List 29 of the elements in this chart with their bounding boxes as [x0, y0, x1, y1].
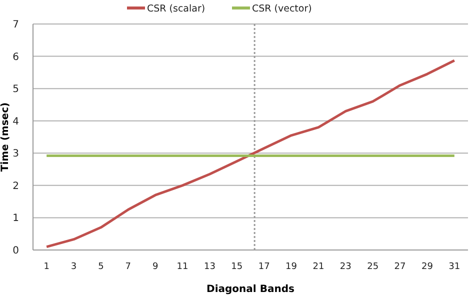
x-tick-label: 11	[176, 262, 188, 272]
legend-label: CSR (vector)	[252, 3, 312, 14]
x-tick-label: 1	[44, 262, 50, 272]
x-axis-title: Diagonal Bands	[206, 284, 294, 295]
x-tick-label: 19	[286, 262, 298, 272]
y-axis-title: Time (msec)	[0, 102, 11, 172]
x-tick-label: 7	[125, 262, 132, 272]
x-tick-label: 3	[70, 262, 77, 272]
x-tick-label: 21	[312, 262, 324, 272]
y-tick-label: 2	[12, 180, 19, 192]
x-tick-label: 25	[367, 262, 379, 272]
y-tick-label: 6	[12, 52, 19, 63]
y-tick-label: 4	[12, 116, 19, 128]
x-tick-label: 9	[152, 262, 158, 272]
x-tick-label: 17	[258, 262, 270, 272]
x-tick-label: 13	[204, 262, 216, 272]
line-series	[45, 59, 456, 248]
y-tick-label: 5	[12, 84, 19, 96]
x-tick-label: 5	[98, 262, 104, 272]
x-tick-label: 29	[421, 262, 434, 272]
y-tick-label: 0	[12, 246, 19, 256]
y-tick-label: 7	[12, 20, 19, 30]
y-tick-label: 3	[12, 148, 19, 160]
x-tick-label: 27	[394, 262, 406, 272]
x-tick-label: 23	[340, 262, 352, 272]
legend-label: CSR (scalar)	[147, 3, 206, 14]
x-tick-label: 15	[231, 262, 243, 272]
y-tick-label: 1	[12, 213, 19, 224]
x-tick-label: 31	[448, 262, 460, 272]
